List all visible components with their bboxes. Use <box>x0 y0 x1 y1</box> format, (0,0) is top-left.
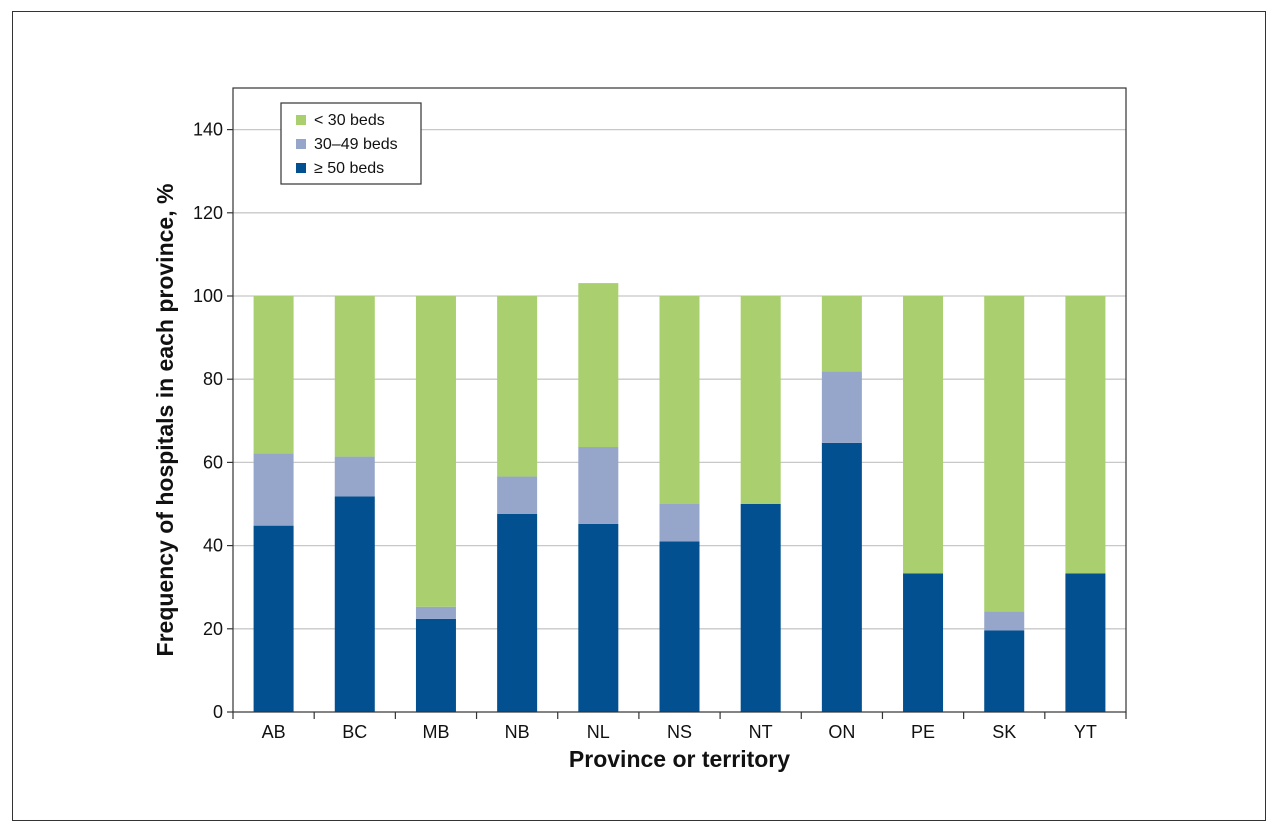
y-tick-label: 100 <box>193 286 223 306</box>
bar-group-ns <box>659 296 700 712</box>
legend-swatch-1 <box>296 139 306 149</box>
bar-nb-series-0 <box>497 513 538 712</box>
y-tick-label: 80 <box>203 369 223 389</box>
legend-label: 30–49 beds <box>314 136 398 153</box>
legend-label: < 30 beds <box>314 112 385 129</box>
bar-yt-series-0 <box>1065 573 1106 712</box>
bar-group-nl <box>578 283 619 712</box>
figure-frame <box>12 11 1266 821</box>
bar-mb-series-1 <box>415 606 456 619</box>
x-tick-label: NL <box>587 722 610 742</box>
x-tick-label: NS <box>667 722 692 742</box>
y-tick-label: 120 <box>193 203 223 223</box>
bar-bc-series-2 <box>334 296 375 457</box>
plot-area-border <box>232 87 1127 713</box>
bar-groups <box>253 283 1106 712</box>
y-axis: 0 20 40 60 80 100 120 140 <box>193 120 233 722</box>
y-tick-label: 40 <box>203 536 223 556</box>
bar-group-on <box>821 296 862 712</box>
bar-group-sk <box>984 296 1025 712</box>
bar-group-pe <box>903 296 944 712</box>
bar-nl-series-2 <box>578 283 619 448</box>
x-tick-label: BC <box>342 722 367 742</box>
bar-nb-series-1 <box>497 476 538 514</box>
bar-bc-series-1 <box>334 456 375 497</box>
bar-nt-series-2 <box>740 296 781 504</box>
bar-on-series-1 <box>821 371 862 443</box>
bar-ns-series-1 <box>659 504 700 542</box>
bar-pe-series-2 <box>903 296 944 574</box>
x-tick-label: YT <box>1074 722 1097 742</box>
x-tick-label: AB <box>262 722 286 742</box>
bar-sk-series-1 <box>984 611 1025 631</box>
bar-ab-series-0 <box>253 525 294 712</box>
bar-group-mb <box>415 296 456 712</box>
legend-swatch-0 <box>296 115 306 125</box>
bar-nt-series-0 <box>740 504 781 712</box>
bar-pe-series-0 <box>903 573 944 712</box>
bar-yt-series-2 <box>1065 296 1106 574</box>
bar-group-nt <box>740 296 781 712</box>
bar-nl-series-0 <box>578 523 619 712</box>
y-tick-label: 20 <box>203 619 223 639</box>
bar-ab-series-1 <box>253 453 294 526</box>
y-tick-label: 140 <box>193 120 223 140</box>
y-tick-label: 0 <box>213 702 223 722</box>
x-tick-label: SK <box>992 722 1016 742</box>
bar-mb-series-0 <box>415 618 456 712</box>
bar-on-series-2 <box>821 296 862 372</box>
bar-ns-series-2 <box>659 296 700 504</box>
bar-sk-series-2 <box>984 296 1025 612</box>
x-axis-title: Province or territory <box>569 746 790 772</box>
bar-mb-series-2 <box>415 296 456 607</box>
x-tick-label: NB <box>505 722 530 742</box>
bar-group-ab <box>253 296 294 712</box>
legend-swatch-2 <box>296 163 306 173</box>
legend-label: ≥ 50 beds <box>314 160 384 177</box>
bar-nl-series-1 <box>578 447 619 524</box>
legend: < 30 beds 30–49 beds ≥ 50 beds <box>280 102 422 185</box>
x-tick-label: NT <box>749 722 773 742</box>
bar-sk-series-0 <box>984 630 1025 712</box>
bar-group-yt <box>1065 296 1106 712</box>
bar-ns-series-0 <box>659 541 700 712</box>
bar-group-bc <box>334 296 375 712</box>
y-axis-title: Frequency of hospitals in each province,… <box>152 184 178 657</box>
bar-nb-series-2 <box>497 296 538 477</box>
bar-group-nb <box>497 296 538 712</box>
bar-bc-series-0 <box>334 496 375 712</box>
y-tick-label: 60 <box>203 452 223 472</box>
bar-ab-series-2 <box>253 296 294 454</box>
x-tick-label: PE <box>911 722 935 742</box>
x-tick-label: MB <box>422 722 449 742</box>
x-tick-label: ON <box>828 722 855 742</box>
bar-on-series-0 <box>821 442 862 712</box>
x-axis: AB BC MB NB NL NS NT ON PE SK YT <box>232 712 1127 742</box>
